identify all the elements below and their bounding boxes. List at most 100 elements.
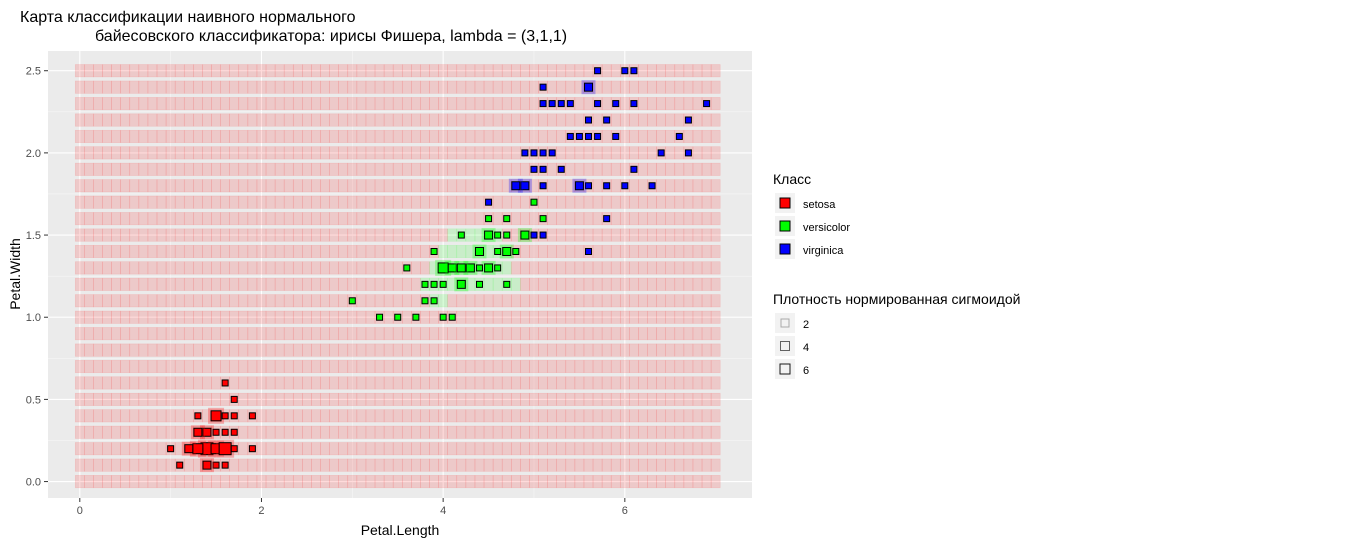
map-tile-setosa	[683, 228, 694, 242]
map-tile-setosa	[411, 376, 421, 390]
map-tile-setosa	[501, 310, 512, 324]
map-tile-setosa	[202, 294, 212, 308]
map-tile-setosa	[656, 129, 667, 143]
map-tile-setosa	[429, 195, 439, 209]
map-tile-versicolor	[465, 244, 476, 259]
map-tile-setosa	[411, 80, 421, 94]
map-tile-setosa	[193, 376, 203, 390]
map-tile-setosa	[247, 277, 258, 291]
map-tile-setosa	[102, 442, 112, 456]
map-tile-setosa	[220, 228, 230, 242]
map-tile-setosa	[274, 310, 285, 324]
map-tile-setosa	[610, 80, 621, 94]
map-tile-setosa	[492, 179, 503, 193]
map-tile-setosa	[574, 458, 585, 472]
map-tile-setosa	[501, 195, 512, 209]
map-tile-setosa	[638, 442, 648, 456]
map-tile-setosa	[465, 458, 476, 472]
map-tile-setosa	[183, 64, 194, 78]
map-tile-setosa	[601, 64, 612, 78]
virginica-point	[539, 182, 547, 190]
map-tile-setosa	[365, 425, 376, 439]
map-tile-setosa	[429, 80, 439, 94]
map-tile-setosa	[347, 343, 358, 357]
map-tile-setosa	[438, 343, 448, 357]
virginica-point	[584, 132, 592, 140]
map-tile-setosa	[174, 179, 185, 193]
map-tile-setosa	[365, 212, 376, 226]
map-tile-setosa	[329, 64, 339, 78]
map-tile-setosa	[247, 195, 258, 209]
map-tile-setosa	[411, 261, 421, 275]
map-tile-setosa	[665, 113, 676, 127]
map-tile-setosa	[565, 409, 576, 423]
map-tile-setosa	[193, 475, 203, 489]
map-tile-setosa	[302, 475, 312, 489]
map-tile-setosa	[156, 442, 167, 456]
map-tile-setosa	[320, 146, 330, 160]
map-tile-setosa	[202, 392, 212, 406]
map-tile-setosa	[329, 212, 339, 226]
map-tile-setosa	[574, 195, 585, 209]
map-tile-setosa	[174, 442, 185, 456]
virginica-point	[630, 100, 638, 108]
map-tile-setosa	[265, 261, 276, 275]
map-tile-setosa	[638, 261, 648, 275]
map-tile-setosa	[292, 310, 303, 324]
map-tile-setosa	[547, 195, 557, 209]
virginica-point	[675, 132, 683, 140]
map-tile-setosa	[647, 64, 657, 78]
map-tile-setosa	[138, 146, 149, 160]
map-tile-setosa	[274, 129, 285, 143]
map-tile-setosa	[147, 458, 158, 472]
map-tile-setosa	[674, 310, 685, 324]
map-tile-setosa	[74, 146, 85, 160]
versicolor-point	[412, 313, 420, 321]
map-tile-setosa	[193, 179, 203, 193]
map-tile-setosa	[401, 228, 412, 242]
map-tile-setosa	[547, 179, 557, 193]
y-tick-label: 0.5	[26, 394, 41, 406]
map-tile-setosa	[483, 179, 494, 193]
map-tile-setosa	[592, 162, 603, 176]
map-tile-setosa	[456, 179, 467, 193]
map-tile-setosa	[292, 113, 303, 127]
map-tile-setosa	[329, 261, 339, 275]
map-tile-setosa	[111, 162, 121, 176]
map-tile-setosa	[183, 310, 194, 324]
map-tile-setosa	[292, 343, 303, 357]
map-tile-setosa	[165, 179, 176, 193]
map-tile-setosa	[383, 327, 394, 341]
map-tile-setosa	[629, 409, 639, 423]
map-tile-setosa	[283, 442, 294, 456]
map-tile-setosa	[102, 228, 112, 242]
map-tile-setosa	[274, 97, 285, 111]
map-tile-setosa	[501, 294, 512, 308]
map-tile-setosa	[338, 80, 349, 94]
map-tile-setosa	[256, 212, 267, 226]
y-axis-ticks: 0.00.51.01.52.02.5	[26, 66, 48, 489]
map-tile-setosa	[538, 458, 548, 472]
map-tile-setosa	[710, 475, 721, 489]
map-tile-setosa	[174, 294, 185, 308]
map-tile-setosa	[120, 195, 131, 209]
map-tile-setosa	[629, 228, 639, 242]
map-tile-setosa	[265, 244, 276, 259]
map-tile-setosa	[174, 261, 185, 275]
virginica-point	[548, 149, 556, 157]
map-tile-setosa	[374, 228, 385, 242]
map-tile-setosa	[302, 212, 312, 226]
map-tile-setosa	[129, 129, 140, 143]
map-tile-setosa	[647, 294, 657, 308]
map-tile-setosa	[211, 212, 221, 226]
map-tile-setosa	[183, 129, 194, 143]
map-tile-setosa	[120, 162, 131, 176]
map-tile-setosa	[111, 129, 121, 143]
virginica-point	[530, 149, 538, 157]
virginica-point	[648, 182, 656, 190]
map-tile-setosa	[583, 425, 594, 439]
map-tile-setosa	[474, 113, 485, 127]
map-tile-setosa	[202, 80, 212, 94]
map-tile-setosa	[574, 162, 585, 176]
